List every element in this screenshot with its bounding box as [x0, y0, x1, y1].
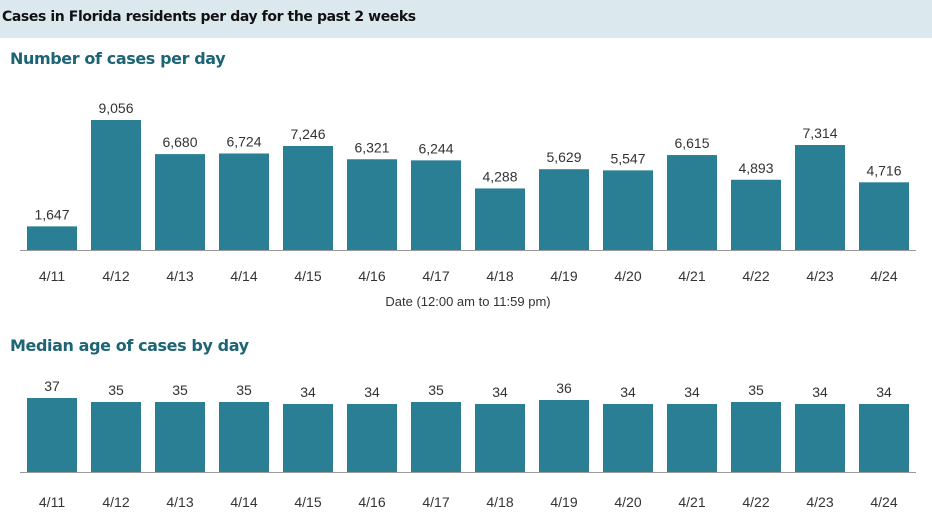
bar: [411, 160, 461, 250]
bar-value-label: 7,246: [290, 126, 325, 142]
x-tick-label: 4/18: [486, 494, 513, 510]
x-tick-label: 4/20: [614, 268, 641, 284]
x-tick-label: 4/13: [166, 494, 193, 510]
bar-value-label: 6,615: [674, 135, 709, 151]
bar-value-label: 6,244: [418, 140, 453, 156]
x-axis-label: Date (12:00 am to 11:59 pm): [385, 294, 550, 309]
bar: [475, 188, 525, 250]
x-tick-label: 4/12: [102, 494, 129, 510]
bar: [795, 404, 845, 472]
bar: [91, 402, 141, 472]
x-tick-label: 4/17: [422, 494, 449, 510]
bar-value-label: 36: [556, 380, 572, 396]
x-tick-label: 4/23: [806, 268, 833, 284]
x-tick-label: 4/19: [550, 268, 577, 284]
x-tick-label: 4/18: [486, 268, 513, 284]
bar-value-label: 34: [492, 384, 508, 400]
bar-value-label: 35: [748, 382, 764, 398]
bar: [411, 402, 461, 472]
bar: [731, 179, 781, 250]
bar-value-label: 35: [236, 382, 252, 398]
bar-value-label: 34: [684, 384, 700, 400]
bar: [155, 154, 205, 250]
x-tick-label: 4/21: [678, 268, 705, 284]
bar-value-label: 37: [44, 378, 60, 394]
bar: [667, 155, 717, 250]
bar-value-label: 34: [876, 384, 892, 400]
cases-per-day-chart: 1,647 4/11 9,056 4/12 6,680 4/13 6,724 4/14 7,24…: [20, 100, 916, 309]
bar-value-label: 5,629: [546, 149, 581, 165]
bar-value-label: 7,314: [802, 125, 837, 141]
bar-value-label: 34: [620, 384, 636, 400]
bar-value-label: 6,680: [162, 134, 197, 150]
bar: [283, 404, 333, 472]
x-tick-label: 4/16: [358, 268, 385, 284]
cases-chart-title: Number of cases per day: [10, 49, 226, 68]
bar: [603, 404, 653, 472]
header-title: Cases in Florida residents per day for t…: [2, 9, 416, 25]
bar-value-label: 6,724: [226, 133, 261, 149]
bar: [731, 402, 781, 472]
bar-value-label: 4,288: [482, 168, 517, 184]
bar: [667, 404, 717, 472]
median-age-chart-title: Median age of cases by day: [10, 336, 249, 355]
bar-value-label: 34: [300, 384, 316, 400]
bar: [859, 404, 909, 472]
x-tick-label: 4/23: [806, 494, 833, 510]
header-bar: Cases in Florida residents per day for t…: [0, 0, 932, 38]
x-tick-label: 4/15: [294, 268, 321, 284]
bar: [347, 404, 397, 472]
bar: [603, 170, 653, 250]
bar-value-label: 34: [812, 384, 828, 400]
bar: [219, 153, 269, 250]
x-tick-label: 4/21: [678, 494, 705, 510]
bar-value-label: 35: [428, 382, 444, 398]
x-tick-label: 4/14: [230, 268, 257, 284]
bar-value-label: 1,647: [34, 206, 69, 222]
bar: [539, 169, 589, 250]
x-tick-label: 4/11: [39, 268, 65, 284]
bar: [795, 145, 845, 250]
bar: [27, 226, 77, 250]
x-tick-label: 4/13: [166, 268, 193, 284]
bar-value-label: 4,716: [866, 162, 901, 178]
x-tick-label: 4/19: [550, 494, 577, 510]
bar: [475, 404, 525, 472]
bar-value-label: 34: [364, 384, 380, 400]
bar: [219, 402, 269, 472]
x-tick-label: 4/22: [742, 494, 769, 510]
bar-value-label: 5,547: [610, 150, 645, 166]
bar-value-label: 35: [172, 382, 188, 398]
x-tick-label: 4/20: [614, 494, 641, 510]
bar: [155, 402, 205, 472]
x-tick-label: 4/17: [422, 268, 449, 284]
bar: [27, 398, 77, 472]
bar-value-label: 9,056: [98, 100, 133, 116]
bar: [347, 159, 397, 250]
bar-value-label: 4,893: [738, 160, 773, 176]
median-age-chart: 37 4/11 35 4/12 35 4/13 35 4/14 34 4/15 34 4/16 35 4/…: [20, 378, 916, 510]
x-tick-label: 4/24: [870, 494, 897, 510]
bar-value-label: 6,321: [354, 139, 389, 155]
bar: [859, 182, 909, 250]
x-tick-label: 4/16: [358, 494, 385, 510]
x-tick-label: 4/11: [39, 494, 65, 510]
x-tick-label: 4/24: [870, 268, 897, 284]
x-tick-label: 4/12: [102, 268, 129, 284]
x-tick-label: 4/22: [742, 268, 769, 284]
bar: [283, 145, 333, 250]
x-tick-label: 4/14: [230, 494, 257, 510]
bar: [91, 120, 141, 250]
x-tick-label: 4/15: [294, 494, 321, 510]
bar: [539, 400, 589, 472]
bar-value-label: 35: [108, 382, 124, 398]
